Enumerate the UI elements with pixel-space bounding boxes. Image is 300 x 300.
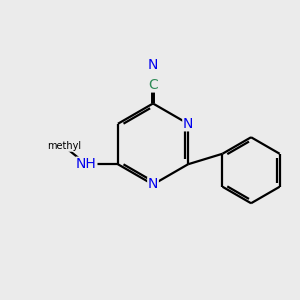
Text: NH: NH — [76, 157, 97, 171]
Text: N: N — [183, 117, 193, 131]
Text: C: C — [148, 78, 158, 92]
Text: N: N — [148, 58, 158, 72]
Text: N: N — [148, 178, 158, 191]
Text: methyl: methyl — [47, 141, 81, 151]
